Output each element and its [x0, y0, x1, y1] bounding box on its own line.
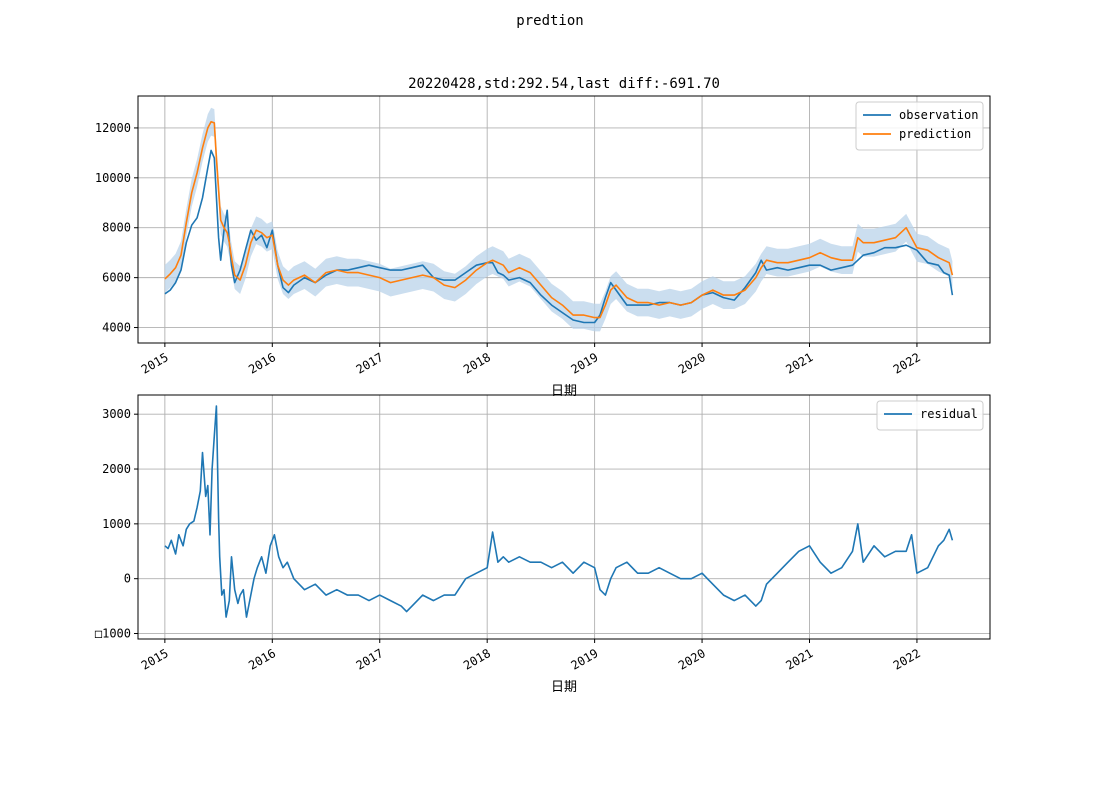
y-tick-label: 6000: [102, 271, 131, 285]
y-tick-label: 4000: [102, 321, 131, 335]
y-tick-label: 12000: [95, 121, 131, 135]
y-tick-label: 3000: [102, 407, 131, 421]
series-line-observation: [164, 149, 954, 324]
legend-label-prediction: prediction: [899, 127, 971, 141]
x-tick-label: 2020: [676, 350, 708, 377]
series-line-residual: [164, 405, 954, 618]
legend-label-residual: residual: [920, 407, 978, 421]
legend: observation prediction: [855, 101, 984, 151]
y-tick-label: 2000: [102, 462, 131, 476]
x-axis-label: 日期: [551, 384, 577, 399]
axes-title: 20220428,std:292.54,last diff:-691.70: [408, 76, 720, 92]
figure-suptitle: predtion: [516, 13, 584, 29]
x-tick-label: 2018: [461, 646, 493, 673]
axes-frame: [137, 394, 991, 640]
x-tick-label: 2022: [891, 350, 923, 377]
x-tick-label: 2019: [568, 350, 600, 377]
x-tick-label: 2015: [139, 350, 171, 377]
legend-label-observation: observation: [899, 108, 978, 122]
legend: residual: [876, 400, 984, 431]
axes-2: 2015 2016 2017 2018 2019 2020 2021 2022 □1000 0 10…: [95, 394, 991, 695]
x-tick-label: 2017: [354, 350, 386, 377]
y-tick-label: 8000: [102, 221, 131, 235]
x-tick-label: 2017: [354, 646, 386, 673]
x-tick-label: 2021: [783, 350, 815, 377]
legend-box: [855, 101, 984, 151]
confidence-band: [164, 107, 953, 332]
x-axis-label: 日期: [551, 680, 577, 695]
y-tick-label: 0: [124, 572, 131, 586]
x-tick-label: 2022: [891, 646, 923, 673]
y-tick-label: □1000: [95, 627, 131, 641]
axes-frame: [137, 95, 991, 344]
x-tick-label: 2021: [783, 646, 815, 673]
x-tick-label: 2020: [676, 646, 708, 673]
x-tick-label: 2015: [139, 646, 171, 673]
legend-box: [876, 400, 984, 431]
axes-1: 2015 2016 2017 2018 2019 2020 2021 2022 4000 6000…: [95, 76, 991, 399]
x-tick-label: 2019: [568, 646, 600, 673]
x-tick-label: 2016: [246, 646, 278, 673]
x-tick-label: 2016: [246, 350, 278, 377]
series-line-prediction: [164, 120, 954, 319]
x-tick-label: 2018: [461, 350, 493, 377]
y-tick-label: 1000: [102, 517, 131, 531]
y-tick-label: 10000: [95, 171, 131, 185]
